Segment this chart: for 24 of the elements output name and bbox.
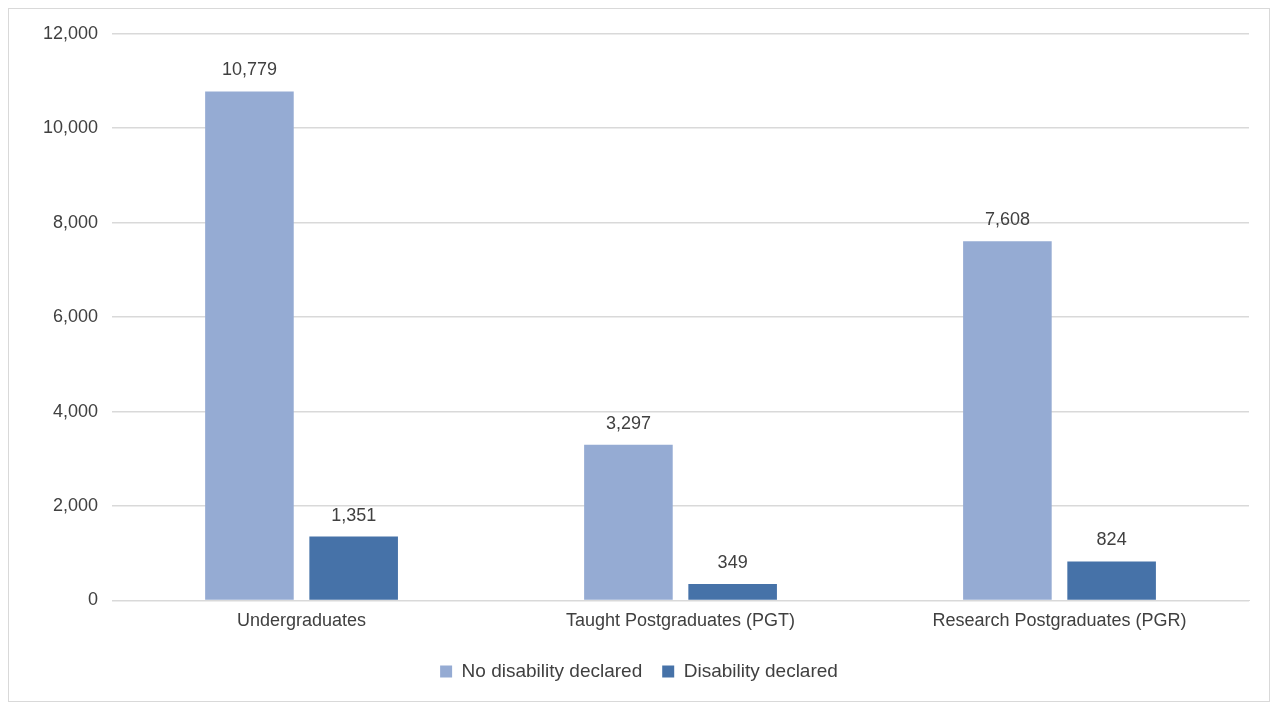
data-label: 349 — [717, 551, 748, 572]
y-tick-label: 0 — [88, 589, 99, 610]
data-label: 10,779 — [221, 59, 277, 80]
y-tick-label: 4,000 — [53, 400, 99, 421]
y-tick-label: 12,000 — [42, 22, 99, 43]
x-tick-label: Taught Postgraduates (PGT) — [565, 610, 796, 631]
data-label: 3,297 — [605, 412, 651, 433]
x-tick-label: Undergraduates — [237, 610, 367, 631]
bar — [1067, 561, 1156, 600]
bar — [205, 91, 294, 600]
x-tick-label: Research Postgraduates (PGR) — [932, 610, 1187, 631]
data-label: 824 — [1096, 529, 1127, 550]
bar — [963, 241, 1052, 600]
data-label: 1,351 — [331, 504, 377, 525]
legend-label: Disability declared — [683, 659, 838, 681]
y-tick-label: 8,000 — [53, 211, 99, 232]
data-label: 7,608 — [984, 209, 1030, 230]
y-tick-label: 2,000 — [53, 494, 99, 515]
bar — [309, 536, 398, 600]
bar — [688, 583, 777, 600]
legend-label: No disability declared — [461, 659, 643, 681]
bar — [584, 444, 673, 600]
y-tick-label: 10,000 — [42, 117, 99, 138]
y-tick-label: 6,000 — [53, 306, 99, 327]
